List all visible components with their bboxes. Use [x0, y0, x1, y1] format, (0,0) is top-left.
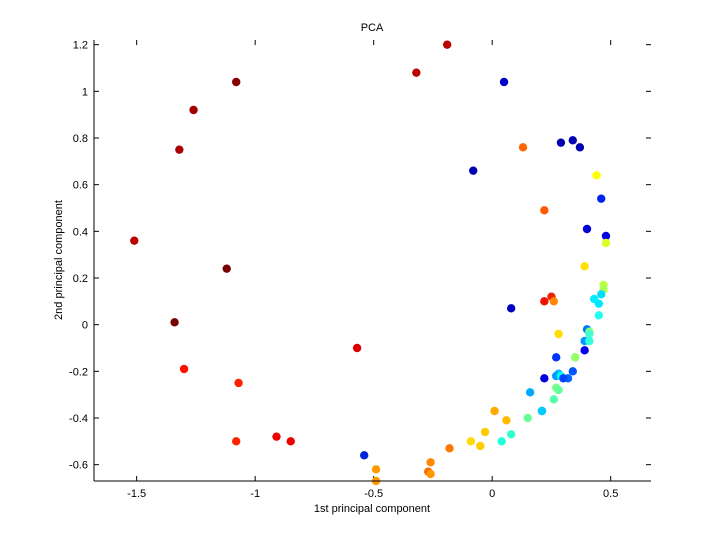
scatter-point [222, 264, 231, 273]
scatter-points [130, 40, 611, 486]
scatter-point [556, 138, 566, 147]
scatter-point [469, 166, 478, 175]
y-tick-label: 0 [82, 320, 88, 332]
plot-area [94, 40, 651, 481]
chart-title: PCA [361, 22, 384, 34]
y-tick-label: 1.2 [73, 40, 88, 52]
scatter-point [523, 413, 532, 423]
scatter-point [525, 388, 535, 397]
scatter-point [537, 406, 547, 416]
y-tick-label: -0.2 [69, 366, 88, 378]
scatter-point [445, 444, 454, 453]
scatter-point [601, 238, 611, 248]
scatter-point [466, 437, 476, 446]
x-axis-label: 1st principal component [314, 503, 430, 515]
y-tick-label: 0.6 [73, 180, 88, 192]
scatter-point [426, 458, 435, 467]
scatter-point [559, 374, 568, 383]
scatter-point [130, 236, 139, 245]
scatter-point [585, 329, 594, 339]
scatter-point [232, 77, 241, 87]
scatter-point [352, 343, 362, 353]
y-tick-label: 0.4 [73, 226, 88, 238]
y-tick-label: -0.4 [69, 413, 88, 425]
scatter-point [582, 224, 592, 234]
scatter-point [554, 385, 563, 395]
scatter-point [232, 437, 241, 446]
scatter-point [286, 437, 295, 446]
scatter-point [568, 136, 577, 145]
scatter-point [506, 430, 516, 439]
scatter-point [540, 206, 549, 215]
scatter-point [585, 336, 594, 346]
y-tick-label: 1 [82, 86, 88, 98]
scatter-point [476, 441, 485, 451]
scatter-point [549, 395, 559, 404]
scatter-point [412, 68, 421, 77]
x-tick-label: -1.5 [127, 488, 146, 500]
scatter-point [554, 329, 563, 339]
scatter-point [170, 318, 179, 327]
scatter-point [540, 297, 549, 306]
y-tick-label: -0.6 [69, 460, 88, 472]
x-tick-label: 0 [489, 488, 495, 500]
scatter-point [442, 40, 452, 49]
scatter-point [272, 432, 281, 441]
scatter-point [189, 105, 198, 115]
scatter-point [490, 406, 499, 416]
scatter-point [518, 143, 528, 152]
scatter-point [480, 427, 490, 437]
scatter-point [551, 353, 561, 362]
scatter-point [597, 290, 606, 299]
scatter-point [497, 437, 506, 446]
scatter-point [601, 231, 611, 241]
scatter-point [426, 469, 435, 479]
y-axis-label: 2nd principal component [53, 200, 65, 320]
scatter-point [597, 194, 606, 203]
scatter-point [175, 145, 184, 154]
scatter-point [594, 299, 604, 308]
scatter-point [540, 374, 549, 383]
scatter-point [234, 378, 243, 388]
y-tick-label: 0.2 [73, 273, 88, 285]
scatter-point [499, 77, 509, 87]
y-tick-label: 0.8 [73, 133, 88, 145]
scatter-point [371, 465, 381, 474]
scatter-point [360, 451, 369, 460]
scatter-point [568, 367, 577, 376]
scatter-point [580, 346, 589, 355]
scatter-point [502, 416, 511, 425]
scatter-point [575, 143, 585, 152]
scatter-point [580, 262, 589, 271]
axis-ticks: -1.5 -1 -0.5 0 0.5 -0.6 -0.4 -0.2 0 0.2 0.4 0.6 0.8 1… [69, 40, 651, 500]
scatter-point [506, 304, 516, 313]
scatter-point [592, 171, 601, 180]
x-tick-label: -0.5 [364, 488, 383, 500]
x-tick-label: -1 [250, 488, 260, 500]
scatter-point [570, 353, 580, 362]
scatter-point [549, 297, 559, 306]
x-tick-label: 0.5 [603, 488, 618, 500]
scatter-point [179, 364, 189, 374]
scatter-point [594, 311, 604, 320]
